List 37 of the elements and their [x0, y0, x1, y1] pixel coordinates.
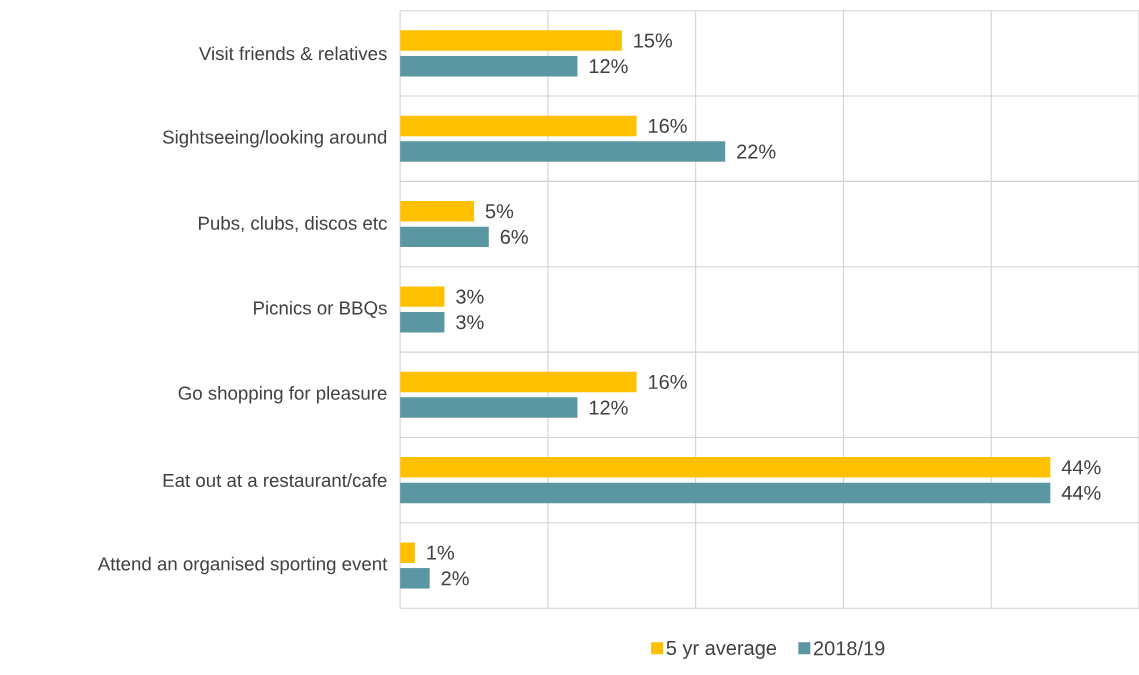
bar [400, 312, 445, 333]
y-tick-label: Attend an organised sporting event [97, 556, 388, 575]
data-label: 22% [737, 144, 776, 159]
y-tick-label: Visit friends & relatives [198, 46, 387, 61]
data-label: 2% [441, 571, 469, 586]
bar [400, 141, 726, 162]
data-label: 6% [500, 229, 528, 245]
data-label: 1% [427, 545, 455, 560]
y-tick-label: Pubs, clubs, discos etc [199, 216, 387, 233]
data-label: 16% [649, 374, 687, 390]
bar [400, 542, 415, 563]
y-tick-label: Sightseeing/looking around [162, 130, 387, 148]
data-label: 12% [589, 400, 628, 415]
legend-label: 2018/19 [814, 640, 885, 656]
y-tick-label: Eat out at a restaurant/cafe [163, 473, 387, 488]
bar [400, 286, 445, 307]
bar [400, 397, 578, 418]
data-label: 12% [589, 59, 628, 74]
bar [400, 568, 430, 589]
bar [400, 201, 475, 222]
data-label: 5% [485, 204, 514, 219]
data-label: 16% [649, 118, 687, 134]
bar [400, 55, 578, 77]
y-tick-label: Go shopping for pleasure [178, 386, 387, 404]
data-label: 44% [1061, 460, 1101, 475]
bar [400, 371, 637, 393]
data-label: 3% [456, 289, 484, 304]
bar [400, 226, 489, 248]
y-tick-label: Picnics or BBQs [254, 300, 387, 319]
data-label: 3% [456, 315, 484, 330]
bar [400, 30, 622, 51]
bar [400, 115, 637, 137]
bar [400, 457, 1051, 478]
data-label: 15% [634, 33, 673, 48]
legend-label: 5 yr average [666, 641, 777, 660]
data-label: 44% [1061, 486, 1101, 501]
bar [400, 482, 1051, 504]
